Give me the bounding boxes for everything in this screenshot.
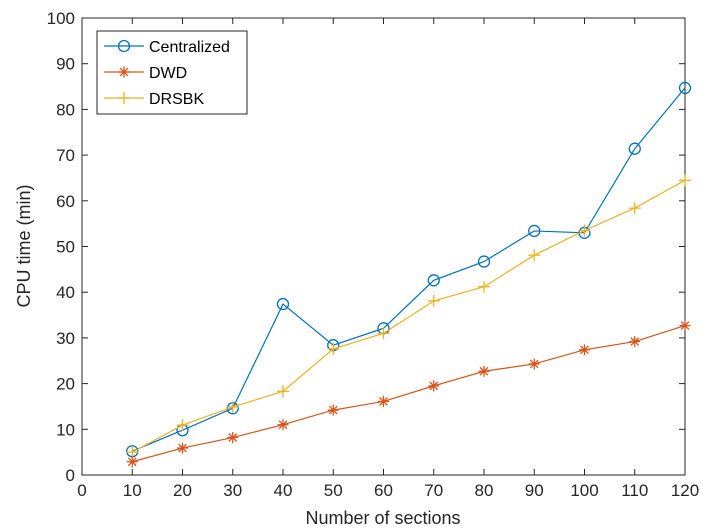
- data-point-dwd: [629, 336, 641, 348]
- data-point-dwd: [679, 320, 691, 332]
- x-tick-label: 40: [274, 481, 293, 500]
- data-point-drsbk: [327, 342, 340, 355]
- x-tick-label: 20: [173, 481, 192, 500]
- series-line-centralized: [132, 87, 686, 452]
- data-point-drsbk: [628, 202, 641, 215]
- marker-stroke: [479, 366, 489, 376]
- data-point-dwd: [428, 380, 440, 392]
- x-tick-label: 50: [324, 481, 343, 500]
- y-tick-label: 60: [56, 192, 75, 211]
- marker-stroke: [178, 443, 187, 453]
- data-point-drsbk: [528, 249, 541, 262]
- y-tick-label: 80: [56, 100, 75, 119]
- x-axis-label: Number of sections: [305, 508, 460, 528]
- y-tick-label: 100: [47, 9, 75, 28]
- legend-label: DWD: [149, 65, 187, 82]
- data-point-centralized: [477, 255, 491, 268]
- legend-marker: [118, 66, 130, 78]
- series-layer: [126, 81, 692, 468]
- series-line-dwd: [132, 324, 686, 463]
- data-point-dwd: [378, 395, 389, 407]
- legend-label: DRSBK: [149, 91, 204, 108]
- data-point-centralized: [628, 142, 641, 155]
- data-point-dwd: [177, 442, 188, 454]
- axis-ticks: 0 10 20 30 40 50 60 70 80 90 100 110 120 0 10 20 30 40 50 6…: [47, 9, 700, 500]
- data-point-drsbk: [478, 280, 490, 293]
- y-tick-label: 20: [56, 375, 75, 394]
- data-point-dwd: [327, 404, 339, 416]
- x-tick-label: 30: [223, 481, 242, 500]
- data-point-drsbk: [578, 224, 591, 237]
- data-point-dwd: [528, 358, 540, 370]
- legend: Centralized DWD DRSBK: [96, 30, 248, 115]
- marker-stroke: [278, 420, 288, 430]
- legend-label: Centralized: [149, 39, 230, 56]
- data-point-dwd: [478, 365, 490, 377]
- data-point-drsbk: [277, 385, 289, 398]
- x-tick-label: 70: [424, 481, 443, 500]
- marker-stroke: [328, 405, 338, 415]
- data-point-centralized: [427, 274, 440, 287]
- y-tick-label: 0: [66, 466, 75, 485]
- x-tick-label: 0: [77, 481, 86, 500]
- data-point-dwd: [126, 456, 138, 468]
- marker-stroke: [680, 321, 690, 330]
- legend-marker: [117, 39, 131, 53]
- legend-marker: [118, 92, 130, 104]
- data-point-dwd: [277, 419, 289, 431]
- marker-stroke: [429, 381, 439, 391]
- y-tick-label: 70: [56, 146, 75, 165]
- x-tick-label: 110: [621, 481, 648, 500]
- series-drsbk: [126, 174, 691, 459]
- x-tick-label: 80: [475, 481, 494, 500]
- data-point-drsbk: [226, 400, 239, 413]
- legend-item-centralized: Centralized: [104, 39, 230, 56]
- x-tick-label: 60: [374, 481, 393, 500]
- y-tick-label: 90: [56, 55, 75, 74]
- marker-stroke: [379, 397, 388, 406]
- data-point-centralized: [276, 297, 290, 311]
- marker-stroke: [228, 433, 238, 442]
- marker-stroke: [119, 67, 129, 77]
- marker-stroke: [630, 337, 640, 346]
- y-tick-label: 10: [56, 420, 75, 439]
- marker-stroke: [580, 345, 589, 355]
- marker-stroke: [529, 359, 539, 369]
- data-point-drsbk: [126, 446, 139, 459]
- y-tick-label: 40: [56, 283, 75, 302]
- x-tick-label: 90: [525, 481, 544, 500]
- data-point-drsbk: [377, 327, 390, 340]
- legend-item-dwd: DWD: [104, 65, 187, 82]
- y-tick-label: 50: [56, 238, 75, 257]
- data-point-drsbk: [427, 294, 440, 307]
- data-point-dwd: [227, 432, 239, 444]
- y-axis-label: CPU time (min): [14, 184, 34, 307]
- data-point-centralized: [528, 224, 541, 238]
- marker-stroke: [127, 457, 137, 467]
- x-tick-label: 100: [570, 481, 598, 500]
- data-point-drsbk: [176, 419, 189, 432]
- legend-item-drsbk: DRSBK: [104, 91, 204, 108]
- series-line-drsbk: [131, 179, 686, 453]
- data-point-drsbk: [679, 174, 691, 187]
- y-tick-label: 30: [56, 329, 75, 348]
- x-tick-label: 120: [671, 481, 699, 500]
- data-point-dwd: [579, 344, 590, 356]
- x-tick-label: 10: [123, 481, 142, 500]
- series-dwd: [126, 320, 691, 468]
- data-point-centralized: [678, 81, 692, 95]
